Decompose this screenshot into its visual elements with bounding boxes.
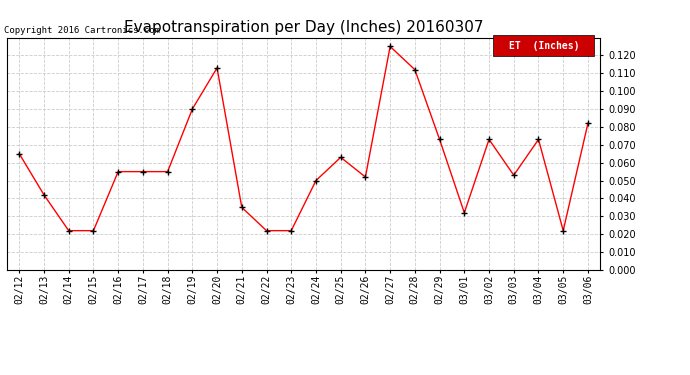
Text: Copyright 2016 Cartronics.com: Copyright 2016 Cartronics.com <box>4 26 160 35</box>
Text: ET  (Inches): ET (Inches) <box>509 40 579 51</box>
FancyBboxPatch shape <box>493 35 594 56</box>
Title: Evapotranspiration per Day (Inches) 20160307: Evapotranspiration per Day (Inches) 2016… <box>124 20 484 35</box>
